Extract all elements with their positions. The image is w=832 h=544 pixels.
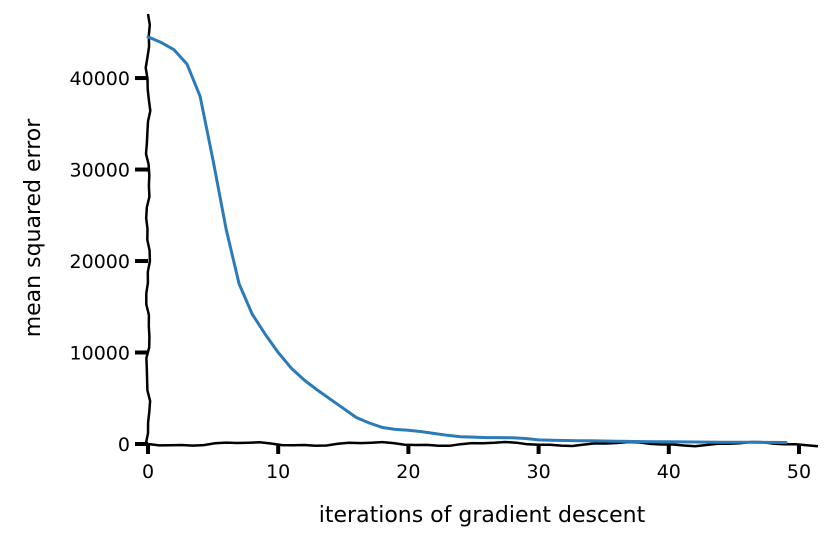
x-tick-label: 10 bbox=[266, 461, 290, 483]
x-ticks: 0 10 20 30 40 50 bbox=[142, 444, 811, 483]
y-tick-label: 0 bbox=[118, 434, 130, 456]
x-tick-label: 30 bbox=[526, 461, 550, 483]
x-tick-label: 40 bbox=[657, 461, 681, 483]
x-tick-label: 20 bbox=[396, 461, 420, 483]
x-axis-label: iterations of gradient descent bbox=[319, 503, 646, 528]
x-tick-label: 50 bbox=[787, 461, 811, 483]
y-tick-label: 20000 bbox=[70, 251, 130, 273]
plot-area: 0 10 20 30 40 50 0 10000 20000 30000 40000 bbox=[70, 13, 819, 483]
x-axis-line bbox=[147, 440, 819, 448]
x-tick-label: 0 bbox=[142, 461, 154, 483]
series-line bbox=[146, 35, 788, 444]
y-ticks: 0 10000 20000 30000 40000 bbox=[70, 68, 148, 456]
y-axis-line bbox=[144, 13, 152, 445]
y-tick-label: 30000 bbox=[70, 160, 130, 182]
y-tick-label: 10000 bbox=[70, 343, 130, 365]
y-axis-label: mean squared error bbox=[21, 118, 46, 338]
y-tick-label: 40000 bbox=[70, 68, 130, 90]
